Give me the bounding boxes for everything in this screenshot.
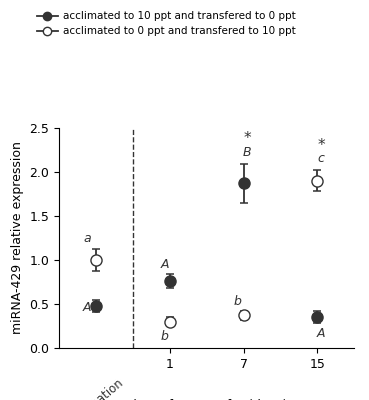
- Text: *: *: [317, 138, 325, 153]
- Text: B: B: [243, 146, 252, 159]
- Text: *: *: [244, 132, 251, 146]
- X-axis label: Time after transfer (days): Time after transfer (days): [126, 398, 287, 400]
- Text: A: A: [82, 301, 91, 314]
- Text: b: b: [161, 330, 169, 342]
- Text: A: A: [160, 258, 169, 270]
- Y-axis label: miRNA-429 relative expression: miRNA-429 relative expression: [11, 142, 24, 334]
- Text: Acclimation: Acclimation: [65, 377, 127, 400]
- Text: A: A: [317, 327, 325, 340]
- Text: c: c: [318, 152, 324, 165]
- Legend: acclimated to 10 ppt and transfered to 0 ppt, acclimated to 0 ppt and transfered: acclimated to 10 ppt and transfered to 0…: [35, 9, 298, 38]
- Text: a: a: [83, 232, 91, 245]
- Text: b: b: [234, 294, 242, 308]
